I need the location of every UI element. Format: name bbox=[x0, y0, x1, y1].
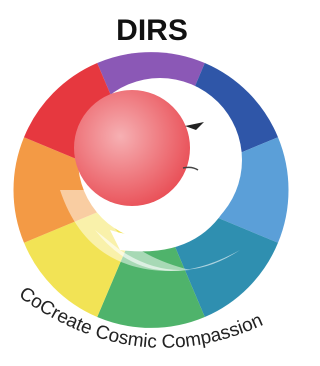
rainbow-wheel bbox=[13, 52, 288, 328]
page: DIRS CoCreate Cosmic Compassion (() => {… bbox=[0, 0, 320, 366]
logo: DIRS CoCreate Cosmic Compassion bbox=[0, 0, 295, 366]
logo-title: DIRS bbox=[116, 14, 188, 47]
